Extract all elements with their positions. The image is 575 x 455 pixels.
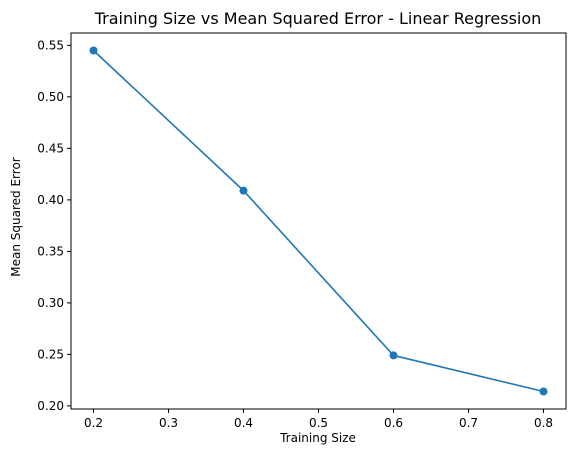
series-line bbox=[92, 49, 544, 393]
x-tick-label: 0.7 bbox=[459, 416, 478, 430]
y-tick-label: 0.55 bbox=[37, 38, 64, 52]
y-tick-label: 0.25 bbox=[37, 347, 64, 361]
data-point bbox=[89, 46, 98, 55]
y-tick-label: 0.20 bbox=[37, 399, 64, 413]
data-point bbox=[389, 351, 398, 360]
x-tick-label: 0.8 bbox=[534, 416, 553, 430]
plot-layer: 0.2 0.3 0.4 0.5 0.6 0.7 0.8 0.20 0.25 0.30 0.35 0.4… bbox=[37, 38, 553, 430]
y-tick-label: 0.45 bbox=[37, 141, 64, 155]
x-tick-label: 0.2 bbox=[84, 416, 103, 430]
y-tick-label: 0.50 bbox=[37, 90, 64, 104]
y-tick-label: 0.40 bbox=[37, 193, 64, 207]
plot-frame bbox=[70, 32, 567, 410]
y-tick-label: 0.30 bbox=[37, 296, 64, 310]
data-point bbox=[239, 186, 248, 195]
x-tick-label: 0.5 bbox=[309, 416, 328, 430]
x-tick-label: 0.4 bbox=[234, 416, 253, 430]
y-axis-label: Mean Squared Error bbox=[9, 157, 23, 277]
chart-title: Training Size vs Mean Squared Error - Li… bbox=[94, 9, 542, 28]
data-point bbox=[539, 387, 548, 396]
x-axis-label: Training Size bbox=[279, 431, 356, 445]
y-tick-label: 0.35 bbox=[37, 244, 64, 258]
x-tick-label: 0.3 bbox=[159, 416, 178, 430]
x-tick-label: 0.6 bbox=[384, 416, 403, 430]
